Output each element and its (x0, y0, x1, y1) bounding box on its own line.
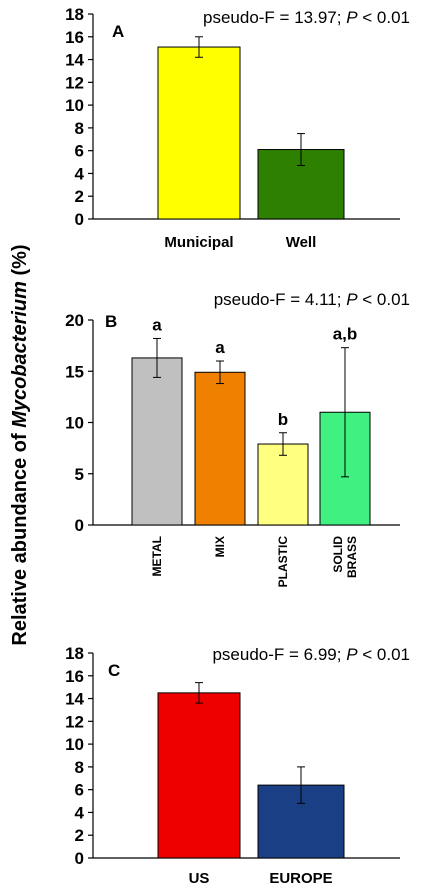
y-tick-label: 5 (75, 465, 84, 484)
panel-b: 0 5 10 15 20 a METAL a MIX b PLASTIC a,b SOLIDBRASS B… (65, 290, 410, 587)
y-tick-label: 4 (75, 164, 85, 183)
significance-letter: b (278, 410, 288, 429)
bar (257, 443, 309, 526)
bar (194, 371, 246, 526)
significance-letter: a (152, 315, 162, 334)
y-tick-label: 10 (65, 414, 84, 433)
y-tick-label: 0 (75, 516, 84, 535)
y-tick-label: 16 (65, 28, 84, 47)
x-tick-label: Municipal (164, 234, 233, 251)
y-axis-label-prefix: Relative abundance of (9, 428, 31, 646)
y-axis-label-genus: Mycobacterium (9, 281, 31, 428)
y-tick-label: 0 (75, 849, 84, 868)
y-tick-label: 0 (75, 210, 84, 229)
y-tick-label: 6 (75, 142, 84, 161)
statistic-label: pseudo-F = 4.11; P < 0.01 (214, 290, 410, 309)
y-tick-label: 12 (65, 73, 84, 92)
y-tick-label: 10 (65, 735, 84, 754)
x-tick-label: PLASTIC (276, 536, 290, 588)
statistic-label: pseudo-F = 13.97; P < 0.01 (203, 8, 410, 27)
panel-label: C (108, 661, 120, 680)
y-tick-label: 2 (75, 187, 84, 206)
x-tick-label: Well (286, 234, 317, 251)
y-tick-label: 18 (65, 5, 84, 24)
x-tick-label: SOLIDBRASS (331, 536, 359, 578)
significance-letter: a,b (333, 325, 358, 344)
x-tick-label: EUROPE (269, 870, 332, 887)
y-tick-label: 10 (65, 96, 84, 115)
bar (131, 357, 183, 526)
y-tick-label: 14 (65, 690, 84, 709)
y-tick-label: 6 (75, 781, 84, 800)
y-tick-label: 20 (65, 311, 84, 330)
x-tick-label: US (189, 870, 210, 887)
y-tick-label: 8 (75, 119, 84, 138)
significance-letter: a (215, 338, 225, 357)
y-tick-label: 12 (65, 712, 84, 731)
y-tick-label: 16 (65, 667, 84, 686)
statistic-label: pseudo-F = 6.99; P < 0.01 (212, 645, 410, 664)
y-axis-label: Relative abundance of Mycobacterium (%) (9, 244, 31, 645)
y-tick-label: 2 (75, 826, 84, 845)
bar (157, 46, 241, 220)
x-tick-label: MIX (213, 536, 227, 557)
y-tick-label: 14 (65, 51, 84, 70)
y-tick-label: 15 (65, 362, 84, 381)
y-tick-label: 4 (75, 803, 85, 822)
y-axis-label-suffix: (%) (9, 244, 31, 281)
y-tick-label: 8 (75, 758, 84, 777)
panel-label: B (105, 312, 117, 331)
panel-label: A (112, 22, 124, 41)
y-tick-label: 18 (65, 644, 84, 663)
bar (157, 692, 241, 859)
x-tick-label: METAL (150, 536, 164, 576)
